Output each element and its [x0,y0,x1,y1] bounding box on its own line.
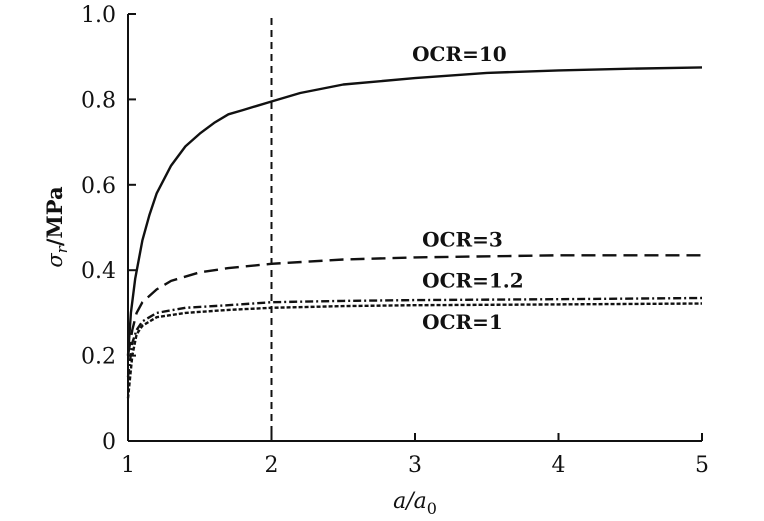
y-axis-title: σr/MPa [42,186,71,268]
y-tick-label-0-2: 0.2 [81,345,116,370]
y-tick-label-0-8: 0.8 [81,88,116,113]
x-tick-label-5: 5 [695,453,709,478]
series-layer [126,18,703,441]
series-label-ocr-10: OCR=10 [412,42,507,66]
series-label-ocr-1-2: OCR=1.2 [422,268,524,292]
series-line-ocr-1 [126,302,703,399]
y-tick-label-1-0: 1.0 [81,3,116,28]
y-tick-label-0: 0 [102,430,116,455]
x-tick-label-3: 3 [408,453,422,478]
y-tick-label-0-6: 0.6 [81,174,116,199]
label-layer: OCR=10 OCR=3 OCR=1.2 OCR=1 [412,42,524,334]
series-line-ocr-3 [126,254,702,356]
x-tick-label-1: 1 [121,453,135,478]
y-tick-label-0-4: 0.4 [81,259,116,284]
series-line-ocr-10 [126,66,703,356]
axis-layer: 1 2 3 4 5 0 0.2 0.4 0.6 0.8 1.0 [81,3,709,478]
series-label-ocr-3: OCR=3 [422,228,503,252]
series-line-ocr-1-2 [126,296,703,378]
x-axis-title: a/a0 [393,489,437,518]
series-label-ocr-1: OCR=1 [422,310,503,334]
x-tick-label-4: 4 [552,453,566,478]
x-tick-label-2: 2 [265,453,279,478]
